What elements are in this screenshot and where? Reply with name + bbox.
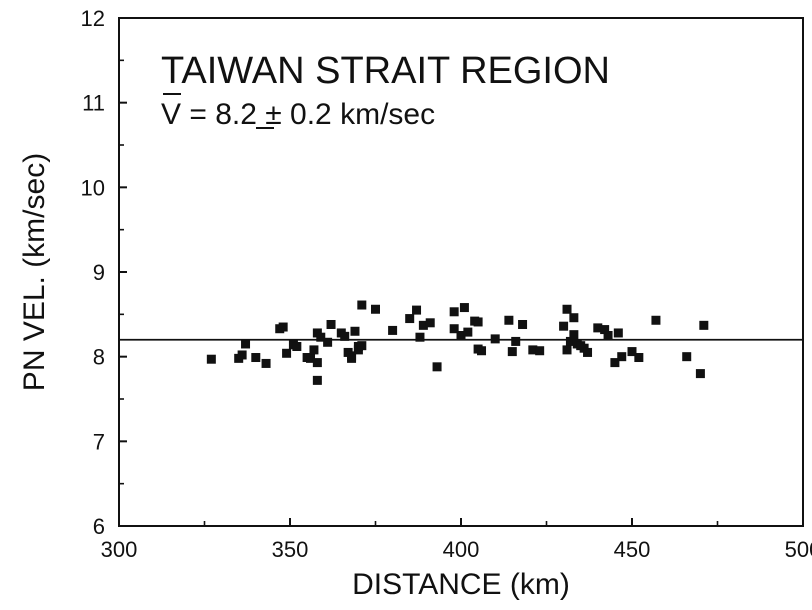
data-point — [323, 337, 333, 347]
data-point — [251, 353, 261, 363]
x-tick-label: 400 — [443, 537, 480, 562]
data-point — [651, 315, 661, 325]
data-point — [278, 322, 288, 332]
data-point — [477, 346, 487, 356]
data-point — [282, 348, 292, 358]
data-point — [449, 307, 459, 317]
data-point — [600, 325, 610, 335]
data-point — [425, 318, 435, 328]
data-point — [241, 339, 251, 349]
data-point — [613, 328, 623, 338]
data-point — [312, 358, 322, 368]
data-point — [593, 323, 603, 333]
data-point — [511, 336, 521, 346]
data-point — [565, 336, 575, 346]
data-point — [326, 319, 336, 329]
x-tick-label: 350 — [272, 537, 309, 562]
data-point — [627, 347, 637, 357]
data-point — [412, 305, 422, 315]
y-tick-label: 8 — [93, 345, 105, 370]
data-point — [617, 352, 627, 362]
data-point — [463, 327, 473, 337]
data-point — [261, 358, 271, 368]
data-point — [634, 353, 644, 363]
data-point — [415, 332, 425, 342]
data-point — [682, 352, 692, 362]
data-point — [528, 345, 538, 355]
y-tick-label: 6 — [93, 514, 105, 539]
data-point — [357, 300, 367, 310]
data-point — [603, 331, 613, 340]
data-point — [535, 346, 545, 356]
data-point — [309, 345, 319, 355]
data-point — [357, 341, 367, 351]
data-point — [340, 331, 350, 341]
data-points — [206, 300, 709, 385]
data-point — [432, 362, 442, 372]
y-tick-label: 11 — [82, 91, 105, 116]
data-point — [518, 319, 528, 329]
x-axis-title: DISTANCE (km) — [352, 568, 570, 601]
data-point — [583, 347, 593, 357]
y-tick-label: 7 — [93, 429, 105, 454]
data-point — [388, 325, 398, 335]
data-point — [292, 342, 302, 352]
data-point — [371, 304, 380, 314]
y-axis-title: PN VEL. (km/sec) — [18, 153, 51, 391]
data-point — [695, 369, 705, 379]
y-tick-label: 12 — [81, 6, 105, 31]
data-point — [312, 375, 322, 385]
chart-subtitle: V = 8.2 ± 0.2 km/sec — [161, 98, 435, 131]
y-tick-label: 9 — [93, 260, 105, 285]
data-point — [559, 321, 569, 331]
y-tick-label: 10 — [81, 175, 105, 200]
data-point — [490, 334, 500, 344]
x-tick-label: 450 — [614, 537, 651, 562]
data-point — [507, 347, 517, 357]
data-point — [206, 354, 216, 364]
data-point — [610, 358, 620, 368]
data-point — [569, 330, 579, 340]
data-point — [473, 317, 483, 327]
data-point — [562, 345, 572, 355]
data-point — [699, 320, 709, 330]
x-tick-label: 300 — [101, 537, 138, 562]
x-tick-label: 500 — [785, 537, 812, 562]
data-point — [350, 326, 360, 336]
data-point — [569, 313, 579, 323]
data-point — [405, 314, 415, 324]
data-point — [316, 332, 326, 342]
data-point — [562, 304, 572, 314]
data-point — [504, 315, 514, 325]
chart-labels: TAIWAN STRAIT REGION V = 8.2 ± 0.2 km/se… — [18, 50, 610, 601]
chart-title: TAIWAN STRAIT REGION — [161, 50, 610, 92]
data-point — [237, 350, 247, 360]
data-point — [459, 303, 469, 313]
data-point — [418, 320, 428, 330]
data-point — [456, 331, 466, 340]
data-point — [306, 353, 316, 363]
data-point — [449, 324, 459, 334]
data-point — [347, 353, 357, 363]
